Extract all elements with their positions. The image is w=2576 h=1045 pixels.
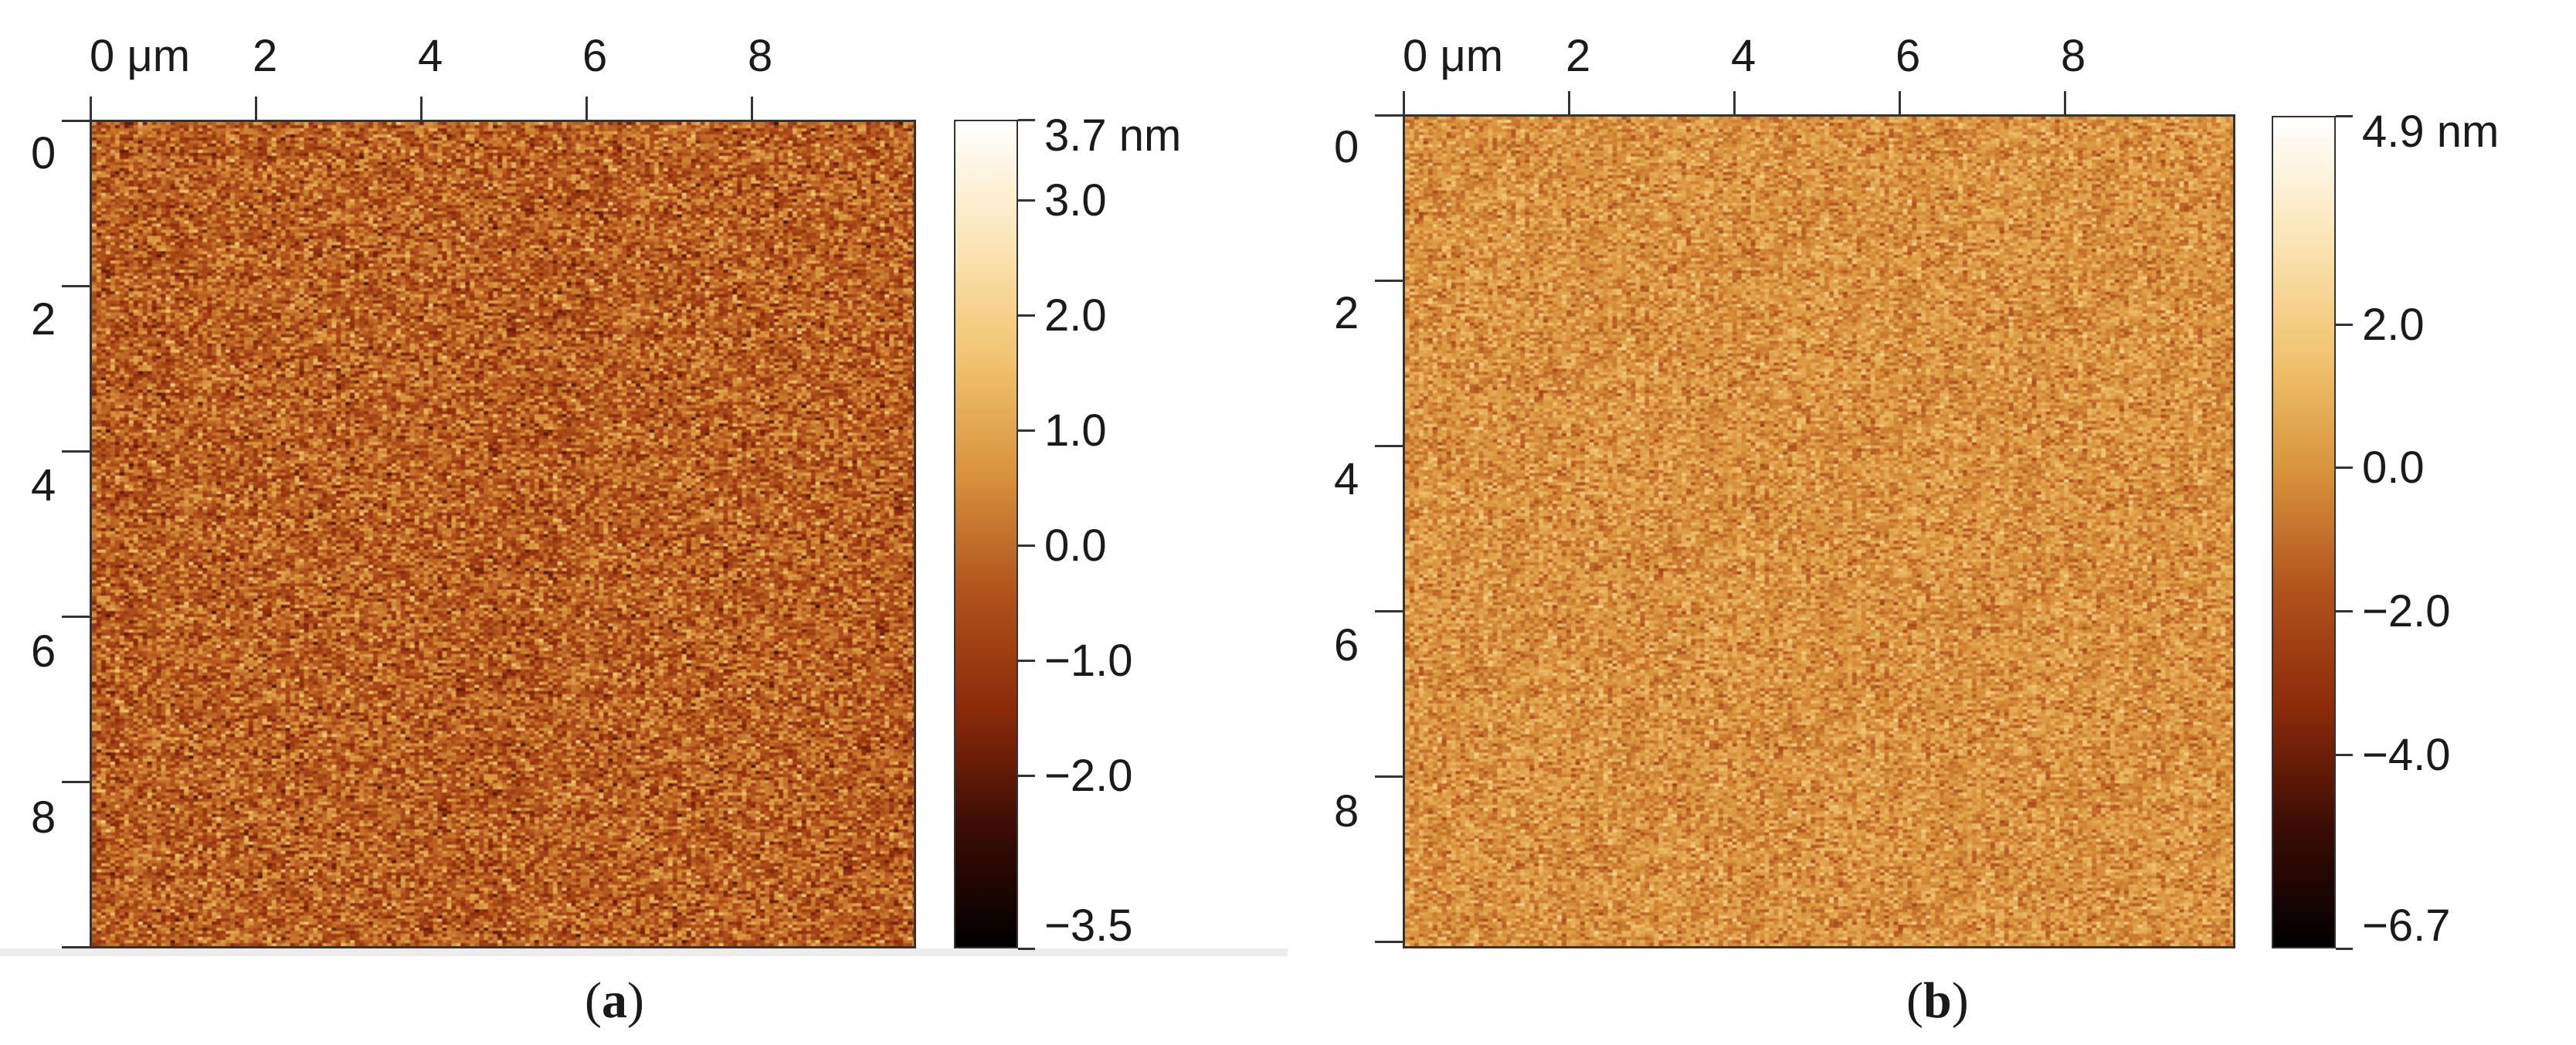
- x-tick: [1403, 91, 1405, 116]
- x-tick: [585, 97, 588, 121]
- y-tick: [62, 781, 90, 783]
- caption-b: (b): [1906, 972, 1969, 1030]
- x-tick-label: 2: [1566, 31, 1591, 81]
- y-tick-label: 6: [31, 626, 56, 677]
- colorbar-tick: [1018, 775, 1035, 778]
- caption-open: (: [1906, 972, 1923, 1029]
- x-tick-label: 4: [1731, 31, 1756, 81]
- colorbar-tick: [2336, 754, 2353, 757]
- y-tick: [62, 946, 90, 948]
- caption-a: (a): [585, 972, 644, 1030]
- colorbar-tick: [1018, 429, 1035, 433]
- colorbar-tick: [1018, 119, 1035, 121]
- y-tick: [1375, 114, 1403, 117]
- y-tick: [1375, 610, 1403, 612]
- x-tick: [2064, 91, 2066, 116]
- afm-height-map: [90, 120, 916, 948]
- colorbar-label: −2.0: [2362, 586, 2451, 637]
- y-tick: [1375, 941, 1403, 943]
- y-tick: [1375, 775, 1403, 778]
- colorbar-label: 2.0: [2362, 299, 2425, 350]
- colorbar-label: 4.9 nm: [2362, 107, 2500, 157]
- y-tick-label: 6: [1334, 620, 1359, 670]
- colorbar-tick: [1018, 199, 1035, 202]
- x-tick-label: 6: [582, 31, 608, 81]
- colorbar-tick: [2336, 323, 2353, 326]
- y-tick-label: 8: [31, 792, 56, 843]
- afm-texture: [1405, 117, 2233, 946]
- colorbar-tick: [2336, 115, 2353, 117]
- colorbar-tick: [1018, 314, 1035, 317]
- colorbar-tick: [1018, 660, 1035, 663]
- x-axis-unit-label: 0 μm: [1403, 31, 1504, 81]
- y-tick: [62, 616, 90, 618]
- x-tick: [1899, 91, 1901, 116]
- y-tick: [62, 450, 90, 453]
- x-tick-label: 6: [1896, 31, 1921, 81]
- colorbar-label: 2.0: [1044, 290, 1107, 341]
- y-tick-label: 2: [1334, 288, 1359, 338]
- colorbar-label: 0.0: [1044, 521, 1107, 572]
- caption-close: ): [626, 972, 644, 1029]
- caption-open: (: [585, 972, 602, 1029]
- x-tick: [420, 97, 423, 121]
- caption-letter: b: [1923, 972, 1952, 1029]
- y-tick: [62, 285, 90, 287]
- y-tick-label: 2: [31, 294, 56, 344]
- colorbar-tick: [1018, 948, 1035, 950]
- y-tick-label: 4: [1334, 454, 1359, 504]
- colorbar-label: −6.7: [2362, 901, 2451, 951]
- divider: [0, 948, 1288, 956]
- afm-panel-a: 0 μm 2 4 6 8 0 2 4 6 8 (a) 3.7 nm 3.0 2.0 1…: [0, 31, 1288, 1030]
- afm-panel-b: 0 μm 2 4 6 8 0 2 4 6 8 (b) 4.9 nm 2.0 0.0 −…: [1305, 0, 2576, 1045]
- x-tick-label: 8: [748, 31, 773, 81]
- x-tick: [1568, 91, 1570, 116]
- colorbar-label: −1.0: [1044, 636, 1133, 687]
- caption-close: ): [1951, 972, 1969, 1029]
- afm-texture: [92, 122, 914, 946]
- x-tick-label: 2: [253, 31, 278, 81]
- colorbar-label: 1.0: [1044, 405, 1107, 456]
- x-tick: [90, 97, 92, 121]
- colorbar-label: −3.5: [1044, 901, 1133, 951]
- y-tick: [1375, 445, 1403, 447]
- colorbar-label: 0.0: [2362, 443, 2425, 494]
- y-tick: [1375, 280, 1403, 282]
- y-tick-label: 4: [31, 460, 56, 511]
- colorbar-tick: [1018, 545, 1035, 548]
- y-tick-label: 8: [1334, 786, 1359, 836]
- afm-height-map: [1403, 114, 2235, 948]
- x-tick: [1733, 91, 1736, 116]
- colorbar-tick: [2336, 948, 2353, 950]
- caption-letter: a: [601, 972, 627, 1029]
- colorbar-label: 3.7 nm: [1044, 110, 1182, 161]
- x-tick: [751, 97, 753, 121]
- colorbar: [954, 120, 1018, 948]
- y-tick: [62, 120, 90, 122]
- x-tick-label: 8: [2061, 31, 2086, 81]
- x-axis-unit-label: 0 μm: [90, 31, 191, 81]
- colorbar: [2272, 116, 2336, 948]
- y-tick-label: 0: [31, 128, 56, 178]
- colorbar-tick: [2336, 467, 2353, 470]
- colorbar-label: 3.0: [1044, 175, 1107, 226]
- x-tick-label: 4: [418, 31, 443, 81]
- colorbar-label: −2.0: [1044, 751, 1133, 802]
- x-tick: [255, 97, 257, 121]
- colorbar-label: −4.0: [2362, 730, 2451, 781]
- colorbar-tick: [2336, 610, 2353, 613]
- y-tick-label: 0: [1334, 122, 1359, 172]
